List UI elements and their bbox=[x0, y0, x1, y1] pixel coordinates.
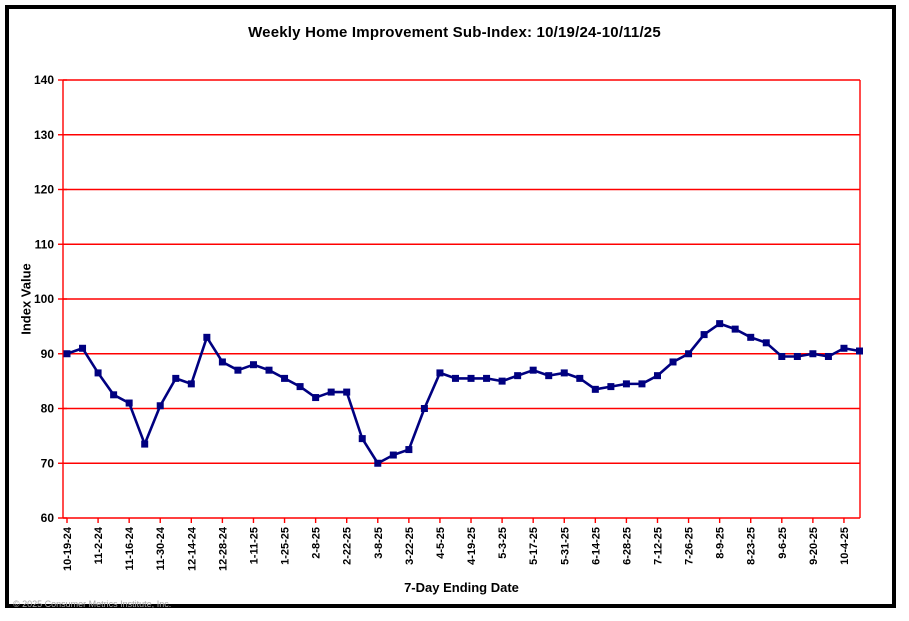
data-point-marker bbox=[498, 377, 506, 385]
data-point-marker bbox=[156, 402, 164, 410]
data-point-marker bbox=[405, 446, 413, 454]
y-tick-label: 140 bbox=[34, 73, 54, 87]
data-point-marker bbox=[638, 380, 646, 388]
x-tick-label: 5-31-25 bbox=[559, 527, 571, 565]
x-tick-label: 1-11-25 bbox=[248, 527, 260, 564]
data-point-marker bbox=[731, 325, 739, 333]
data-point-marker bbox=[94, 369, 102, 377]
x-tick-label: 9-6-25 bbox=[777, 527, 789, 559]
data-point-marker bbox=[560, 369, 568, 377]
x-tick-label: 2-22-25 bbox=[342, 527, 354, 565]
data-point-marker bbox=[762, 339, 770, 347]
data-point-marker bbox=[856, 347, 863, 355]
data-point-marker bbox=[669, 358, 677, 366]
x-tick-label: 3-22-25 bbox=[404, 527, 416, 565]
data-point-marker bbox=[653, 372, 661, 380]
data-point-marker bbox=[265, 366, 273, 374]
x-tick-label: 10-4-25 bbox=[839, 527, 851, 565]
data-point-marker bbox=[63, 350, 71, 358]
y-tick-label: 80 bbox=[41, 402, 55, 416]
y-tick-label: 100 bbox=[34, 292, 54, 306]
data-point-marker bbox=[607, 383, 615, 391]
x-tick-label: 2-8-25 bbox=[311, 527, 323, 559]
y-tick-label: 110 bbox=[35, 237, 55, 251]
data-point-marker bbox=[824, 352, 832, 360]
x-axis-title: 7-Day Ending Date bbox=[404, 580, 519, 595]
x-tick-label: 10-19-24 bbox=[62, 526, 74, 571]
data-point-marker bbox=[389, 451, 397, 459]
data-point-marker bbox=[218, 358, 226, 366]
data-point-marker bbox=[420, 405, 428, 412]
data-point-marker bbox=[685, 350, 693, 358]
data-point-marker bbox=[343, 388, 351, 396]
x-tick-label: 12-28-24 bbox=[217, 526, 229, 571]
data-point-marker bbox=[545, 372, 553, 380]
x-tick-label: 6-28-25 bbox=[621, 527, 633, 565]
x-tick-label: 5-17-25 bbox=[528, 527, 540, 565]
x-tick-label: 6-14-25 bbox=[590, 527, 602, 565]
copyright-footer: © 2025 Consumer Metrics Institute, Inc. bbox=[13, 599, 172, 609]
data-point-marker bbox=[451, 374, 459, 382]
data-point-marker bbox=[358, 435, 366, 443]
data-point-marker bbox=[110, 391, 118, 399]
chart-outer-border bbox=[5, 5, 896, 608]
x-tick-label: 8-23-25 bbox=[746, 527, 758, 565]
y-tick-label: 70 bbox=[41, 456, 55, 470]
x-tick-label: 1-25-25 bbox=[280, 527, 292, 565]
x-tick-label: 9-20-25 bbox=[808, 527, 820, 565]
data-point-marker bbox=[172, 374, 180, 382]
data-point-marker bbox=[467, 374, 475, 382]
data-point-marker bbox=[747, 333, 755, 341]
x-tick-label: 3-8-25 bbox=[373, 527, 385, 559]
data-point-marker bbox=[809, 350, 817, 358]
data-point-marker bbox=[436, 369, 444, 377]
data-point-marker bbox=[203, 333, 211, 341]
data-point-marker bbox=[483, 374, 491, 382]
y-tick-label: 120 bbox=[34, 183, 54, 197]
chart-title: Weekly Home Improvement Sub-Index: 10/19… bbox=[248, 24, 661, 41]
data-point-marker bbox=[576, 374, 584, 382]
x-tick-label: 4-19-25 bbox=[466, 527, 478, 565]
index-line bbox=[65, 322, 861, 465]
data-point-marker bbox=[141, 440, 149, 448]
data-point-marker bbox=[793, 352, 801, 360]
x-tick-label: 4-5-25 bbox=[435, 527, 447, 559]
data-point-marker bbox=[125, 399, 133, 407]
data-point-marker bbox=[296, 383, 304, 391]
data-point-marker bbox=[327, 388, 335, 396]
x-tick-label: 5-3-25 bbox=[497, 527, 509, 559]
data-point-marker bbox=[622, 380, 630, 388]
data-point-marker bbox=[514, 372, 522, 380]
data-point-marker bbox=[312, 394, 320, 402]
data-point-marker bbox=[700, 331, 708, 339]
x-tick-label: 11-2-24 bbox=[93, 526, 105, 564]
x-tick-label: 8-9-25 bbox=[715, 527, 727, 559]
x-tick-label: 7-26-25 bbox=[684, 527, 696, 565]
data-point-marker bbox=[840, 344, 848, 352]
x-tick-label: 11-16-24 bbox=[124, 526, 136, 570]
y-tick-label: 130 bbox=[34, 128, 54, 142]
data-point-marker bbox=[374, 459, 382, 467]
data-point-marker bbox=[249, 361, 257, 369]
data-point-marker bbox=[79, 344, 87, 352]
data-point-marker bbox=[529, 366, 537, 374]
y-tick-label: 60 bbox=[41, 511, 55, 525]
data-point-marker bbox=[281, 374, 289, 382]
x-tick-label: 12-14-24 bbox=[186, 526, 198, 571]
data-point-marker bbox=[591, 385, 599, 393]
data-point-marker bbox=[187, 380, 195, 388]
data-point-marker bbox=[716, 320, 724, 328]
data-point-marker bbox=[234, 366, 242, 374]
x-tick-label: 7-12-25 bbox=[652, 527, 664, 565]
y-tick-label: 90 bbox=[41, 347, 55, 361]
data-point-marker bbox=[778, 352, 786, 360]
x-tick-label: 11-30-24 bbox=[155, 526, 167, 570]
